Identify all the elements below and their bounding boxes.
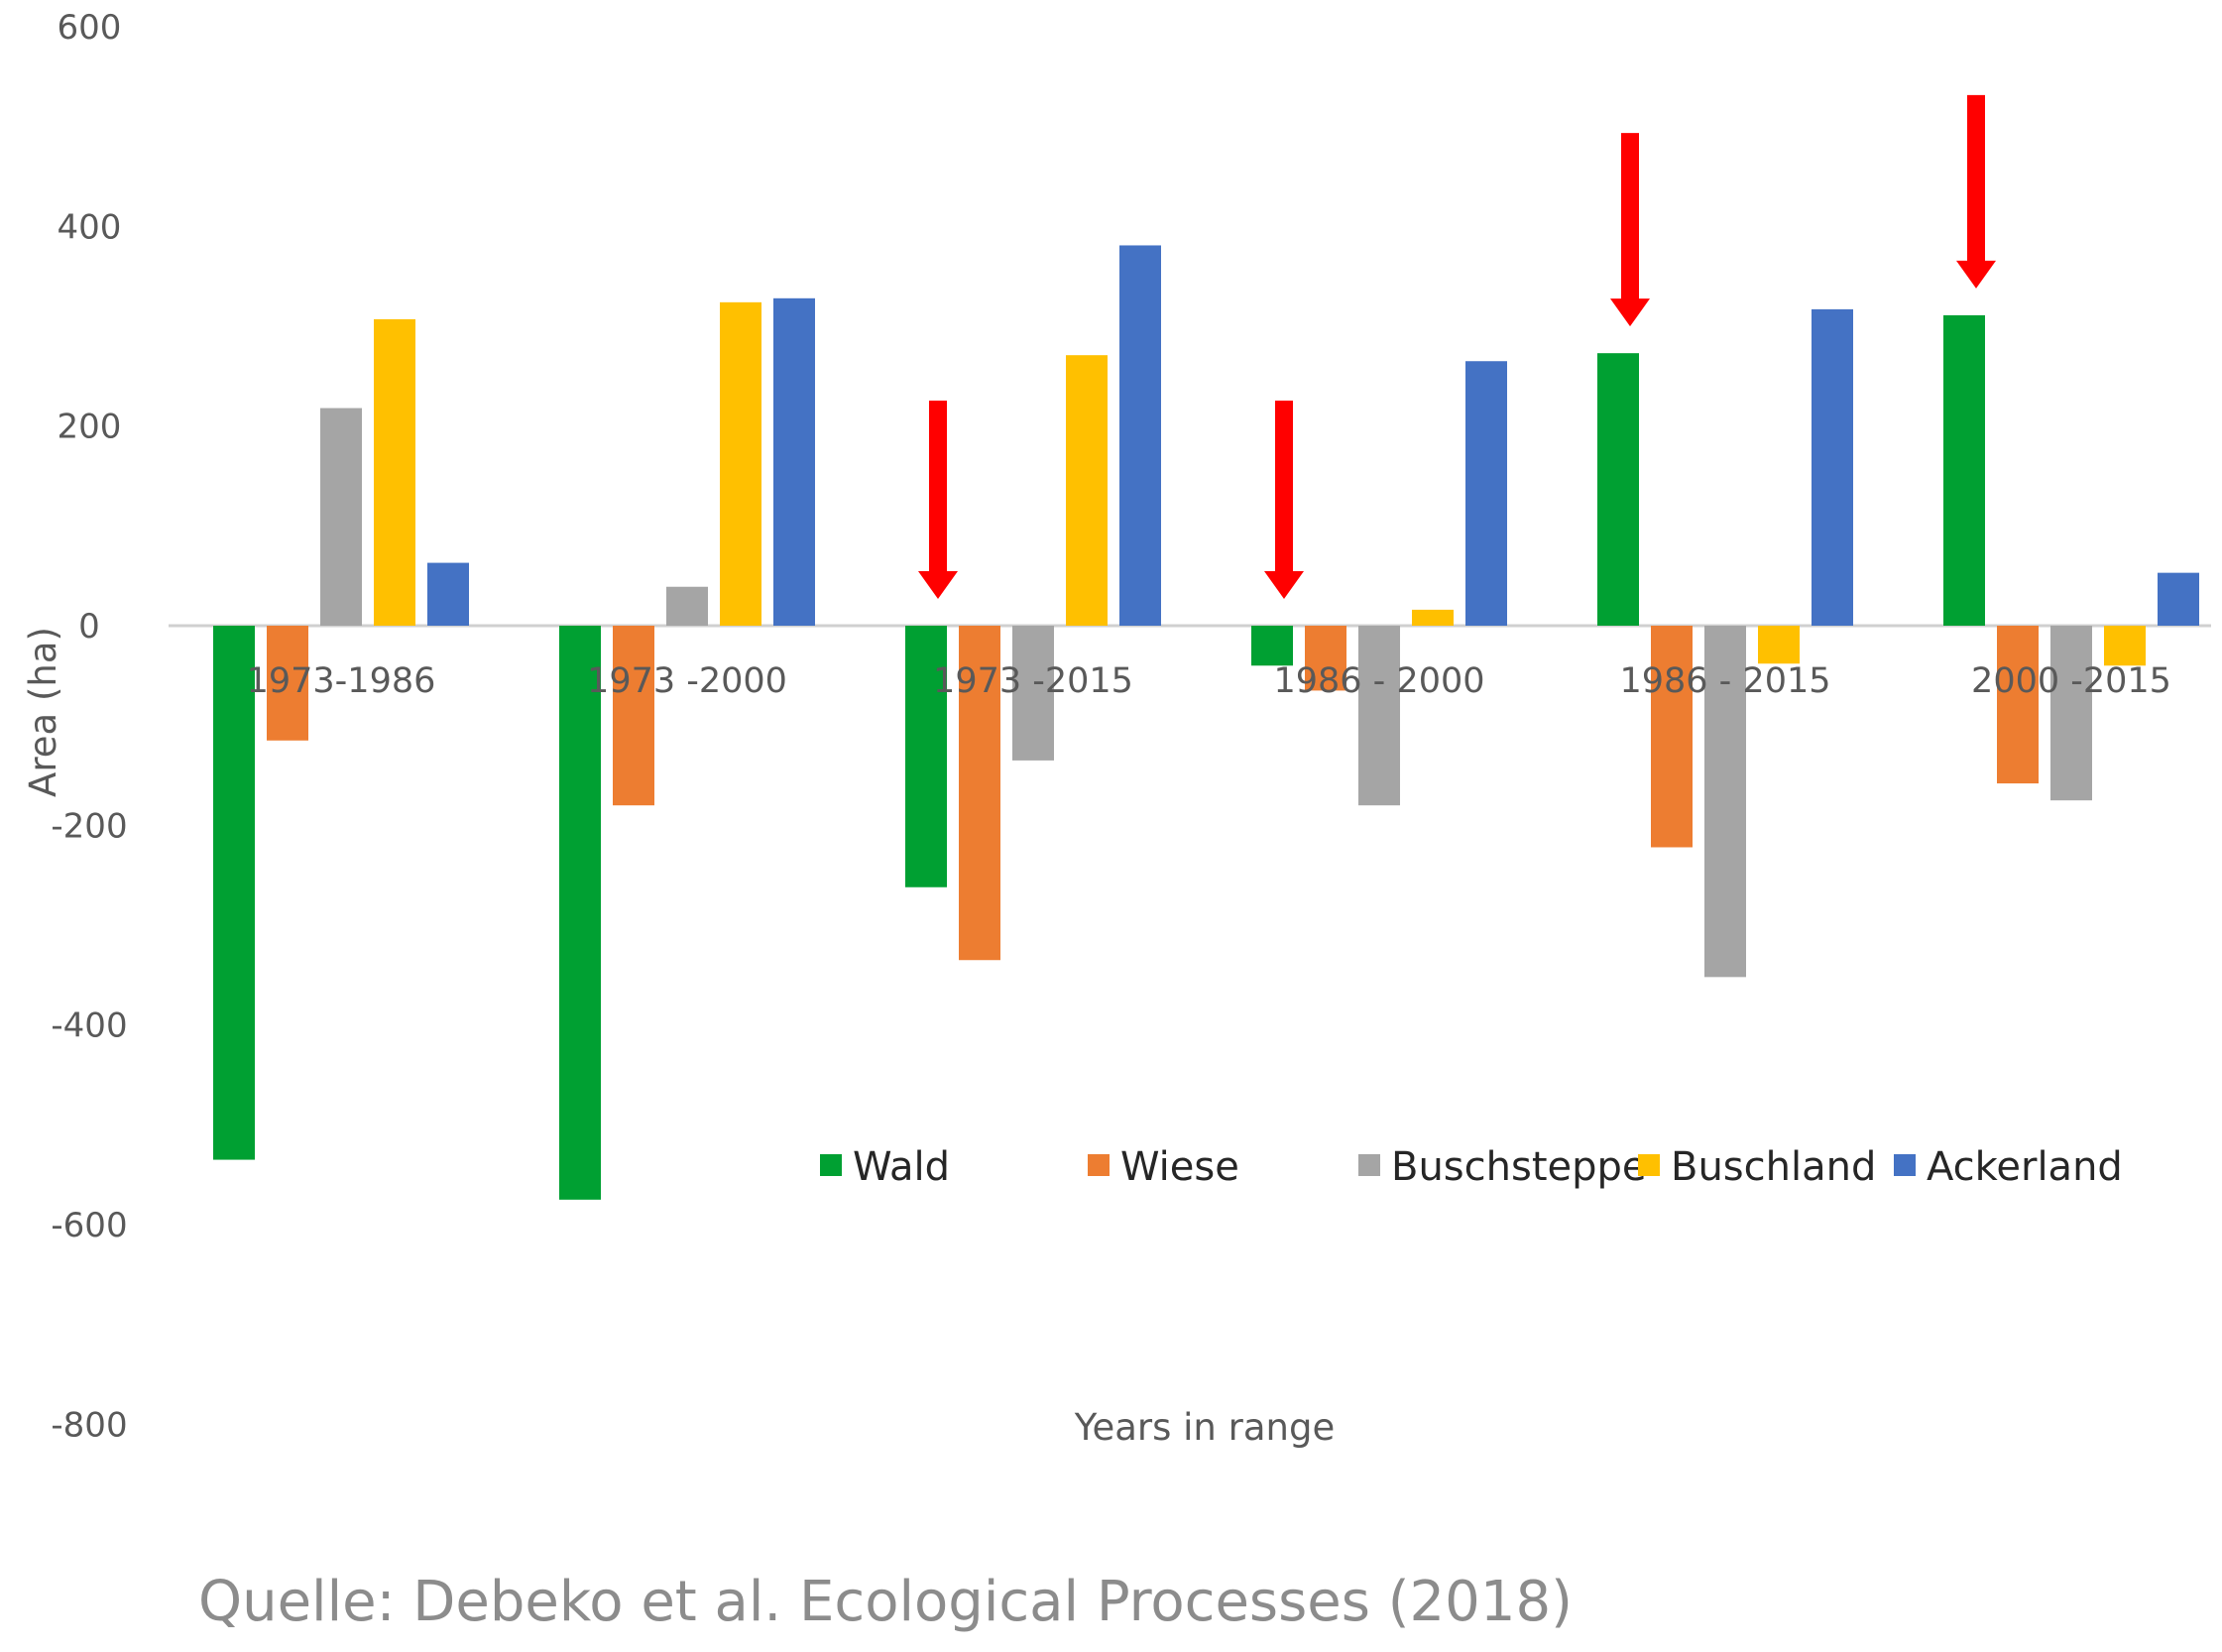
red-arrow-icon bbox=[918, 401, 958, 599]
category-label: 1973 -2000 bbox=[587, 661, 787, 701]
bar-ackerland-1973-2000 bbox=[773, 297, 815, 626]
annotation-arrows bbox=[918, 94, 1996, 599]
bar-buschland-1986-2000 bbox=[1412, 609, 1454, 626]
legend-swatch-wiese bbox=[1088, 1154, 1110, 1176]
bar-buschland-1973-1986 bbox=[374, 318, 415, 626]
bar-wald-1973-2000 bbox=[559, 626, 601, 1200]
bar-wald-1973-1986 bbox=[213, 626, 255, 1160]
bar-buschsteppe-1986-2000 bbox=[1358, 626, 1400, 806]
category-label: 1973 -2015 bbox=[933, 661, 1133, 701]
y-axis-title: Area (ha) bbox=[22, 627, 64, 797]
bar-ackerland-1986-2015 bbox=[1812, 308, 1853, 626]
y-axis-ticks: 600 400 200 0 -200 -400 -600 -800 bbox=[51, 8, 127, 1445]
legend-swatch-buschsteppe bbox=[1358, 1154, 1380, 1176]
y-tick-label: 600 bbox=[58, 8, 122, 48]
legend: Wald Wiese Buschsteppe Buschland Ackerland bbox=[820, 1144, 2123, 1190]
y-tick-label: 400 bbox=[58, 207, 122, 247]
bar-wald-2000-2015 bbox=[1943, 314, 1985, 626]
category-label: 1986 - 2000 bbox=[1273, 661, 1484, 701]
bar-wald-1973-2015 bbox=[905, 626, 947, 887]
y-tick-label: -200 bbox=[51, 806, 127, 846]
source-caption: Quelle: Debeko et al. Ecological Process… bbox=[198, 1570, 1573, 1634]
bar-buschland-1986-2015 bbox=[1758, 626, 1800, 664]
red-arrow-icon bbox=[1610, 133, 1650, 327]
legend-label-ackerland: Ackerland bbox=[1927, 1144, 2123, 1190]
legend-label-wald: Wald bbox=[853, 1144, 950, 1190]
legend-label-wiese: Wiese bbox=[1120, 1144, 1239, 1190]
bar-wald-1986-2000 bbox=[1251, 626, 1293, 666]
legend-label-buschland: Buschland bbox=[1671, 1144, 1876, 1190]
bar-buschsteppe-1973-2015 bbox=[1012, 626, 1054, 761]
bar-ackerland-1986-2000 bbox=[1465, 361, 1507, 626]
y-tick-label: 0 bbox=[78, 607, 100, 647]
y-tick-label: -400 bbox=[51, 1006, 127, 1046]
bar-wald-1986-2015 bbox=[1597, 353, 1639, 626]
legend-swatch-buschland bbox=[1638, 1154, 1660, 1176]
legend-swatch-wald bbox=[820, 1154, 842, 1176]
x-axis-title: Years in range bbox=[1074, 1406, 1335, 1449]
y-tick-label: 200 bbox=[58, 408, 122, 447]
bar-buschland-1973-2015 bbox=[1066, 355, 1108, 626]
bar-buschsteppe-2000-2015 bbox=[2050, 626, 2092, 801]
category-label: 2000 -2015 bbox=[1971, 661, 2171, 701]
legend-label-buschsteppe: Buschsteppe bbox=[1391, 1144, 1647, 1190]
bar-wiese-1986-2000 bbox=[1305, 626, 1346, 691]
category-label: 1986 - 2015 bbox=[1619, 661, 1830, 701]
bar-buschsteppe-1973-2000 bbox=[666, 586, 708, 626]
bar-wiese-2000-2015 bbox=[1997, 626, 2039, 784]
bar-ackerland-2000-2015 bbox=[2158, 572, 2199, 626]
category-labels: 1973-1986 1973 -2000 1973 -2015 1986 - 2000… bbox=[247, 661, 2171, 701]
red-arrow-icon bbox=[1956, 94, 1996, 289]
bar-ackerland-1973-1986 bbox=[427, 562, 469, 626]
bar-wiese-1986-2015 bbox=[1651, 626, 1693, 848]
bar-buschsteppe-1973-1986 bbox=[320, 408, 362, 626]
y-tick-label: -600 bbox=[51, 1206, 127, 1245]
legend-swatch-ackerland bbox=[1894, 1154, 1916, 1176]
bar-wiese-1973-1986 bbox=[267, 626, 308, 741]
bar-buschland-2000-2015 bbox=[2104, 626, 2146, 666]
category-label: 1973-1986 bbox=[247, 661, 436, 701]
bars bbox=[213, 245, 2199, 1200]
y-tick-label: -800 bbox=[51, 1405, 127, 1445]
bar-wiese-1973-2015 bbox=[959, 626, 1000, 961]
bar-buschsteppe-1986-2015 bbox=[1704, 626, 1746, 978]
bar-buschland-1973-2000 bbox=[720, 301, 761, 626]
bar-ackerland-1973-2015 bbox=[1119, 245, 1161, 626]
red-arrow-icon bbox=[1264, 401, 1304, 599]
bar-wiese-1973-2000 bbox=[613, 626, 654, 806]
